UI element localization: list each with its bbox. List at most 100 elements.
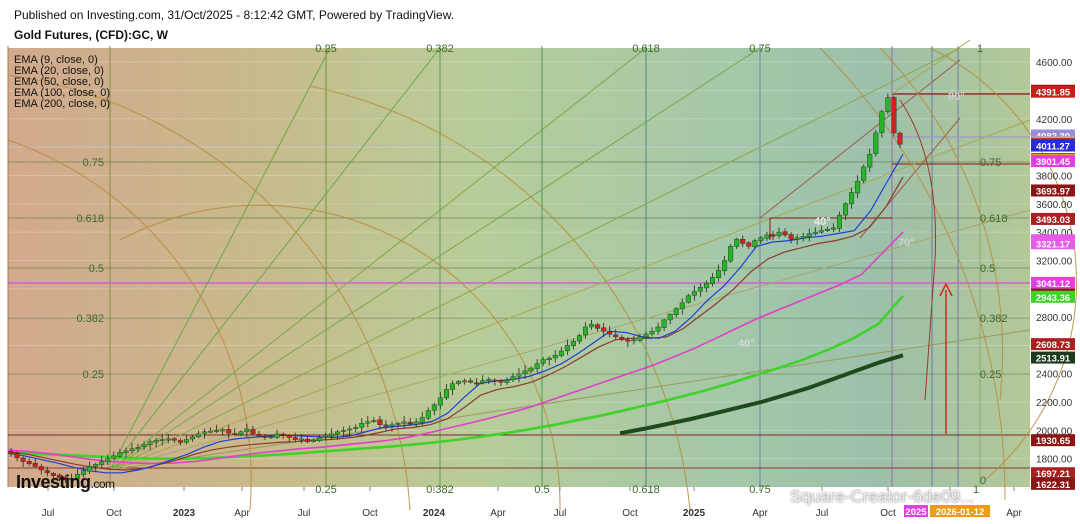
candle <box>298 434 304 444</box>
candle-body <box>673 308 679 315</box>
fib-arc <box>819 47 1006 501</box>
candle <box>56 473 62 482</box>
indicator-legend: EMA (9, close, 0) EMA (20, close, 0) EMA (… <box>14 55 110 110</box>
candle <box>691 285 697 301</box>
candle <box>177 438 183 446</box>
indicator-legend-item[interactable]: EMA (50, close, 0) <box>14 76 104 88</box>
candle-body <box>359 423 365 428</box>
candle-body <box>788 234 794 240</box>
candle-body <box>449 383 455 390</box>
candle <box>32 458 38 468</box>
indicator-legend-item[interactable]: EMA (20, close, 0) <box>14 65 104 77</box>
candle-body <box>552 355 558 359</box>
price-label-text: 2943.36 <box>1036 293 1070 304</box>
price-label-text: 2513.91 <box>1036 354 1071 365</box>
candle <box>752 238 758 249</box>
candle <box>437 392 443 410</box>
candle <box>570 338 576 350</box>
candle <box>443 384 449 400</box>
candle <box>93 462 99 473</box>
candle-body <box>165 438 171 441</box>
candle-body <box>625 339 631 342</box>
indicator-legend-item[interactable]: EMA (200, close, 0) <box>14 98 110 110</box>
candle <box>232 428 238 436</box>
candle <box>897 131 903 149</box>
candle-body <box>601 327 607 332</box>
candle-body <box>522 370 528 375</box>
candle-body <box>849 192 855 205</box>
candle-body <box>462 380 468 383</box>
candle <box>183 434 189 445</box>
candle <box>105 454 111 466</box>
candle-body <box>456 381 462 384</box>
candle <box>824 226 830 232</box>
candle-body <box>891 97 897 134</box>
candle <box>341 426 347 438</box>
candle <box>456 379 462 386</box>
candle <box>697 283 703 297</box>
candle <box>359 418 365 433</box>
candle <box>885 93 891 115</box>
price-tick: 2200.00 <box>1036 398 1073 409</box>
candle <box>377 415 383 430</box>
candle <box>44 466 50 477</box>
candle <box>322 432 328 441</box>
candle-body <box>99 461 105 465</box>
candle <box>419 411 425 427</box>
candle <box>510 372 516 383</box>
candle-body <box>93 464 99 467</box>
indicator-legend-item[interactable]: EMA (100, close, 0) <box>14 87 110 99</box>
candle-body <box>861 166 867 181</box>
candle <box>123 447 129 458</box>
candle <box>304 436 310 444</box>
candle <box>8 448 14 457</box>
candle-body <box>806 233 812 237</box>
candle <box>740 235 746 248</box>
candle-body <box>75 474 81 479</box>
candle <box>226 424 232 439</box>
candle <box>468 378 474 384</box>
candle-body <box>208 430 214 433</box>
candle-body <box>643 333 649 338</box>
fib-time-label-bottom: 0.5 <box>534 484 549 496</box>
candle <box>81 466 87 478</box>
candle <box>208 427 214 434</box>
candle-body <box>316 437 322 441</box>
candle <box>244 423 250 438</box>
projection-curve <box>899 99 937 401</box>
candle <box>316 434 322 442</box>
candle-body <box>867 154 873 168</box>
candle <box>431 402 437 416</box>
candle-body <box>341 430 347 432</box>
trend-channel-line <box>759 59 961 219</box>
price-tick: 4600.00 <box>1036 58 1073 69</box>
indicator-legend-item[interactable]: EMA (9, close, 0) <box>14 54 98 66</box>
red-arrow-head <box>939 282 953 297</box>
candle-body <box>679 302 685 309</box>
candle <box>673 306 679 318</box>
candle <box>837 211 843 232</box>
candle-body <box>20 457 26 462</box>
candle <box>347 425 353 437</box>
candle <box>480 375 486 385</box>
candle-body <box>298 438 304 441</box>
candle <box>601 322 607 337</box>
candle-body <box>468 380 474 383</box>
candle <box>655 322 661 335</box>
candle-body <box>746 242 752 247</box>
candle <box>583 322 589 339</box>
candle-body <box>843 203 849 216</box>
price-tick: 3400.00 <box>1036 228 1073 239</box>
gann-fan-line <box>109 47 647 471</box>
price-label: 2608.73 <box>1031 338 1075 351</box>
candle-body <box>516 373 522 377</box>
candle-body <box>474 382 480 385</box>
candle <box>758 236 764 244</box>
time-tick-label: Jul <box>816 508 829 519</box>
symbol-title: Gold Futures, (CFD):GC, W <box>14 28 168 42</box>
candle-body <box>171 438 177 441</box>
candle-body <box>401 421 407 424</box>
price-label: 3493.03 <box>1031 212 1075 226</box>
candle-body <box>589 323 595 328</box>
